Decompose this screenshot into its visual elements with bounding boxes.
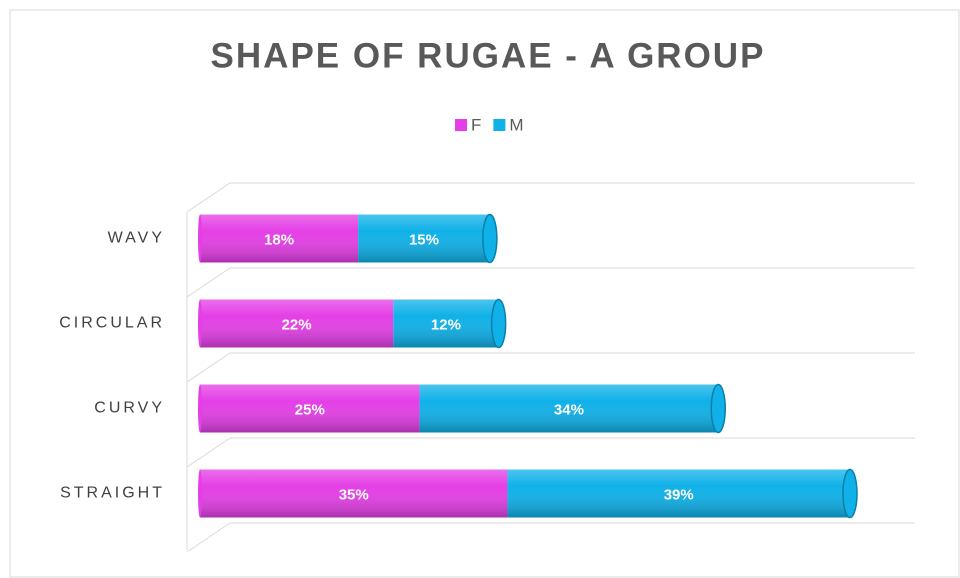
- data-label: 35%: [339, 486, 369, 503]
- bar-shade: [200, 214, 359, 263]
- legend-swatch: [493, 119, 506, 131]
- y-tick-label: CIRCULAR: [59, 315, 165, 332]
- bar-shade: [200, 469, 508, 518]
- data-label: 34%: [554, 401, 584, 418]
- legend-label: M: [509, 115, 523, 134]
- bar-cap: [710, 383, 726, 434]
- bar-shade: [419, 384, 719, 433]
- grid-line: [186, 182, 231, 213]
- bar-shade: [200, 384, 420, 433]
- data-label: 12%: [431, 316, 461, 333]
- legend-label: F: [471, 115, 481, 134]
- data-label: 18%: [264, 231, 294, 248]
- bar-cap: [842, 468, 858, 519]
- grid-line: [186, 267, 231, 298]
- bar-base: [198, 469, 202, 518]
- bar-cap: [490, 298, 507, 349]
- bar-shade: [507, 469, 850, 518]
- chart-title: SHAPE OF RUGAE - A GROUP: [211, 36, 766, 75]
- bar-shade: [200, 299, 394, 348]
- y-tick-label: WAVY: [108, 230, 165, 247]
- data-label: 22%: [282, 316, 312, 333]
- bar-shade: [358, 214, 490, 263]
- grid-line: [186, 522, 231, 553]
- bar-base: [198, 299, 202, 348]
- data-label: 15%: [409, 231, 439, 248]
- bar-cap: [482, 213, 498, 264]
- grid-line: [186, 437, 231, 468]
- bar-shade: [393, 299, 499, 348]
- y-tick-label: STRAIGHT: [60, 485, 165, 502]
- grid-line: [186, 352, 231, 383]
- bar-base: [198, 214, 202, 263]
- plot-walls: [186, 182, 915, 553]
- y-tick-label: CURVY: [94, 400, 165, 417]
- bar-base: [198, 384, 202, 433]
- data-label: 39%: [664, 486, 694, 503]
- data-label: 25%: [295, 401, 325, 418]
- legend-swatch: [455, 119, 467, 131]
